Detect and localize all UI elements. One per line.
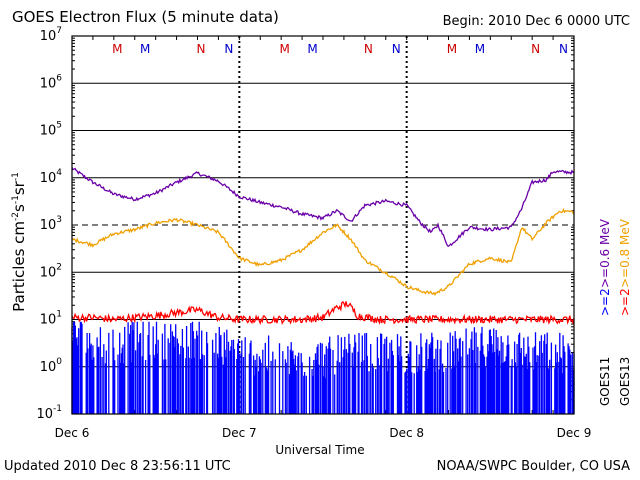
satellite-marker: N	[364, 42, 373, 56]
y-tick-label: 106	[40, 73, 63, 91]
data-line-goes11-2-mev	[71, 300, 575, 326]
legend-ge06-mev: >=0.6 MeV	[598, 219, 612, 288]
y-tick-label: 103	[40, 215, 62, 233]
satellite-marker: M	[279, 42, 289, 56]
x-tick-label: Dec 9	[557, 426, 592, 440]
satellite-marker: N	[224, 42, 233, 56]
x-tick-label: Dec 7	[222, 426, 257, 440]
satellite-marker: M	[447, 42, 457, 56]
chart-title: GOES Electron Flux (5 minute data)	[12, 8, 279, 26]
satellite-marker: N	[196, 42, 205, 56]
data-line-goes11-0-6-mev	[71, 167, 575, 247]
series-1	[71, 207, 575, 296]
data-line-goes13-0-8-mev	[71, 207, 575, 296]
y-tick-label: 104	[40, 168, 63, 186]
satellite-marker: N	[392, 42, 401, 56]
satellite-marker: M	[475, 42, 485, 56]
y-tick-label: 107	[40, 26, 62, 44]
y-tick-label: 105	[40, 121, 62, 139]
satellite-marker: M	[112, 42, 122, 56]
satellite-marker: N	[531, 42, 540, 56]
satellite-marker: M	[140, 42, 150, 56]
begin-time-label: Begin: 2010 Dec 6 0000 UTC	[442, 14, 630, 29]
legend-ge2-goes13: >=2	[618, 288, 632, 316]
series-3	[71, 321, 575, 414]
legend-ge2-goes11: >=2	[598, 288, 612, 316]
y-tick-label: 10-1	[36, 404, 62, 422]
credit-label: NOAA/SWPC Boulder, CO USA	[436, 459, 630, 474]
y-tick-label: 101	[40, 310, 62, 328]
satellite-marker: N	[559, 42, 568, 56]
x-tick-label: Dec 8	[389, 426, 424, 440]
data-line-goes13-2mev	[71, 321, 575, 414]
x-axis-label: Universal Time	[275, 443, 365, 457]
y-tick-label: 100	[40, 357, 63, 375]
plot-frame	[71, 35, 575, 415]
legend-ge08-mev: >=0.8 MeV	[618, 219, 632, 288]
x-tick-label: Dec 6	[55, 426, 90, 440]
series-2	[71, 300, 575, 326]
legend-goes11: GOES11	[598, 356, 612, 406]
series-0	[71, 167, 575, 247]
satellite-marker: M	[307, 42, 317, 56]
y-axis-label: Particles cm-2s-1sr-1	[10, 172, 28, 312]
updated-timestamp: Updated 2010 Dec 8 23:56:11 UTC	[4, 459, 231, 474]
legend-goes13: GOES13	[618, 356, 632, 406]
y-tick-label: 102	[40, 262, 62, 280]
